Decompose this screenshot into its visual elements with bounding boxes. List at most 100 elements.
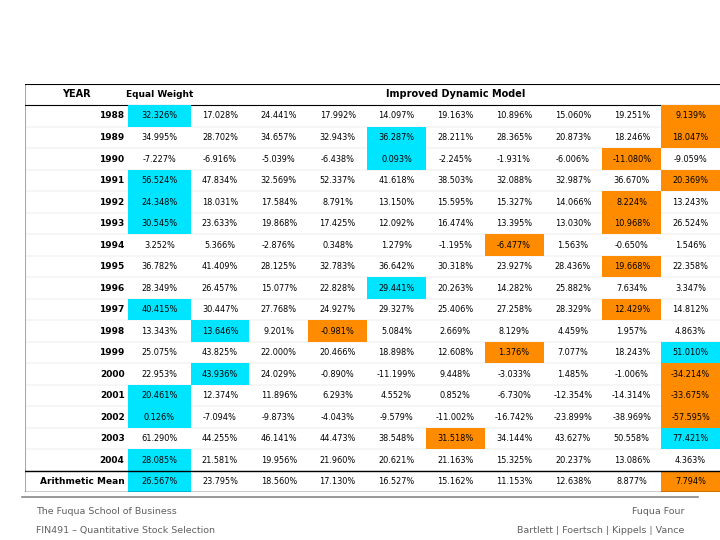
Text: 28.211%: 28.211% (437, 133, 474, 142)
Text: -4.043%: -4.043% (320, 413, 355, 422)
Text: Varying Weights: Varying Weights (266, 57, 454, 77)
Text: 4.363%: 4.363% (675, 456, 706, 465)
Text: -0.650%: -0.650% (615, 240, 649, 249)
Text: 1995: 1995 (99, 262, 125, 271)
Text: 17.584%: 17.584% (261, 198, 297, 206)
Text: 18.560%: 18.560% (261, 477, 297, 486)
Text: -5.039%: -5.039% (262, 154, 296, 164)
Text: -16.742%: -16.742% (495, 413, 534, 422)
Text: -0.981%: -0.981% (320, 327, 354, 336)
Text: 19.668%: 19.668% (613, 262, 650, 271)
Text: -23.899%: -23.899% (554, 413, 593, 422)
Text: 18.243%: 18.243% (613, 348, 650, 357)
Text: 30.545%: 30.545% (141, 219, 177, 228)
Text: 1990: 1990 (99, 154, 125, 164)
Text: 41.618%: 41.618% (378, 176, 415, 185)
Text: 2000: 2000 (100, 370, 125, 379)
Bar (367, 278, 426, 299)
Text: -1.931%: -1.931% (497, 154, 531, 164)
Text: 20.873%: 20.873% (555, 133, 591, 142)
Text: 23.795%: 23.795% (202, 477, 238, 486)
Text: 20.263%: 20.263% (437, 284, 473, 293)
Bar (661, 127, 720, 148)
Text: YEAR: YEAR (63, 90, 91, 99)
Text: 28.436%: 28.436% (555, 262, 591, 271)
Text: 43.936%: 43.936% (202, 370, 238, 379)
Bar (661, 428, 720, 449)
Text: Dynamic Model With Incremental Term Structure: Dynamic Model With Incremental Term Stru… (82, 20, 638, 39)
Text: 5.084%: 5.084% (381, 327, 412, 336)
Text: 4.863%: 4.863% (675, 327, 706, 336)
Text: 18.898%: 18.898% (379, 348, 415, 357)
Text: 17.130%: 17.130% (320, 477, 356, 486)
Text: -34.214%: -34.214% (671, 370, 710, 379)
Text: 27.258%: 27.258% (496, 305, 532, 314)
Text: 2.669%: 2.669% (440, 327, 471, 336)
Text: 1988: 1988 (99, 111, 125, 120)
Text: 18.246%: 18.246% (613, 133, 650, 142)
Text: 41.409%: 41.409% (202, 262, 238, 271)
Text: 15.162%: 15.162% (437, 477, 474, 486)
Bar (603, 256, 661, 278)
Text: 23.927%: 23.927% (496, 262, 532, 271)
Text: 51.010%: 51.010% (672, 348, 708, 357)
Text: 13.395%: 13.395% (496, 219, 532, 228)
Text: -11.080%: -11.080% (612, 154, 652, 164)
Bar (603, 191, 661, 213)
Bar (128, 105, 191, 127)
Text: 10.968%: 10.968% (613, 219, 650, 228)
Text: 56.524%: 56.524% (141, 176, 177, 185)
Text: 15.060%: 15.060% (555, 111, 591, 120)
Text: 8.224%: 8.224% (616, 198, 647, 206)
Text: 36.782%: 36.782% (141, 262, 177, 271)
Text: 30.318%: 30.318% (437, 262, 473, 271)
Text: -6.438%: -6.438% (320, 154, 355, 164)
Text: 7.077%: 7.077% (557, 348, 588, 357)
Text: -12.354%: -12.354% (554, 391, 593, 400)
Text: 47.834%: 47.834% (202, 176, 238, 185)
Text: 43.825%: 43.825% (202, 348, 238, 357)
Text: 6.293%: 6.293% (322, 391, 353, 400)
Text: 1.279%: 1.279% (381, 240, 412, 249)
Text: 1992: 1992 (99, 198, 125, 206)
Text: 30.447%: 30.447% (202, 305, 238, 314)
Text: -6.006%: -6.006% (556, 154, 590, 164)
Text: 1993: 1993 (99, 219, 125, 228)
Text: 2001: 2001 (100, 391, 125, 400)
Text: 0.852%: 0.852% (440, 391, 471, 400)
Text: 17.992%: 17.992% (320, 111, 356, 120)
Text: 36.287%: 36.287% (379, 133, 415, 142)
Text: 32.569%: 32.569% (261, 176, 297, 185)
Bar (603, 213, 661, 234)
Text: Equal Weight: Equal Weight (125, 90, 193, 99)
Text: 15.595%: 15.595% (437, 198, 473, 206)
Text: 22.358%: 22.358% (672, 262, 708, 271)
Text: 2003: 2003 (100, 434, 125, 443)
Text: 25.882%: 25.882% (555, 284, 591, 293)
Text: 26.567%: 26.567% (141, 477, 177, 486)
Bar (661, 342, 720, 363)
Text: -6.730%: -6.730% (498, 391, 531, 400)
Bar (367, 148, 426, 170)
Text: 26.457%: 26.457% (202, 284, 238, 293)
Text: -6.477%: -6.477% (497, 240, 531, 249)
Bar (128, 385, 191, 407)
Text: 38.503%: 38.503% (437, 176, 473, 185)
Text: 12.374%: 12.374% (202, 391, 238, 400)
Bar (661, 407, 720, 428)
Text: 9.448%: 9.448% (440, 370, 471, 379)
Text: 13.243%: 13.243% (672, 198, 708, 206)
Bar (367, 127, 426, 148)
Text: 2004: 2004 (99, 456, 125, 465)
Text: 7.794%: 7.794% (675, 477, 706, 486)
Text: 9.201%: 9.201% (264, 327, 294, 336)
Text: 15.077%: 15.077% (261, 284, 297, 293)
Bar (128, 213, 191, 234)
Text: 36.642%: 36.642% (378, 262, 415, 271)
Text: 3.252%: 3.252% (144, 240, 175, 249)
Text: -33.675%: -33.675% (671, 391, 710, 400)
Bar (308, 320, 367, 342)
Text: 40.415%: 40.415% (141, 305, 178, 314)
Text: 15.325%: 15.325% (496, 456, 532, 465)
Text: 10.896%: 10.896% (496, 111, 532, 120)
